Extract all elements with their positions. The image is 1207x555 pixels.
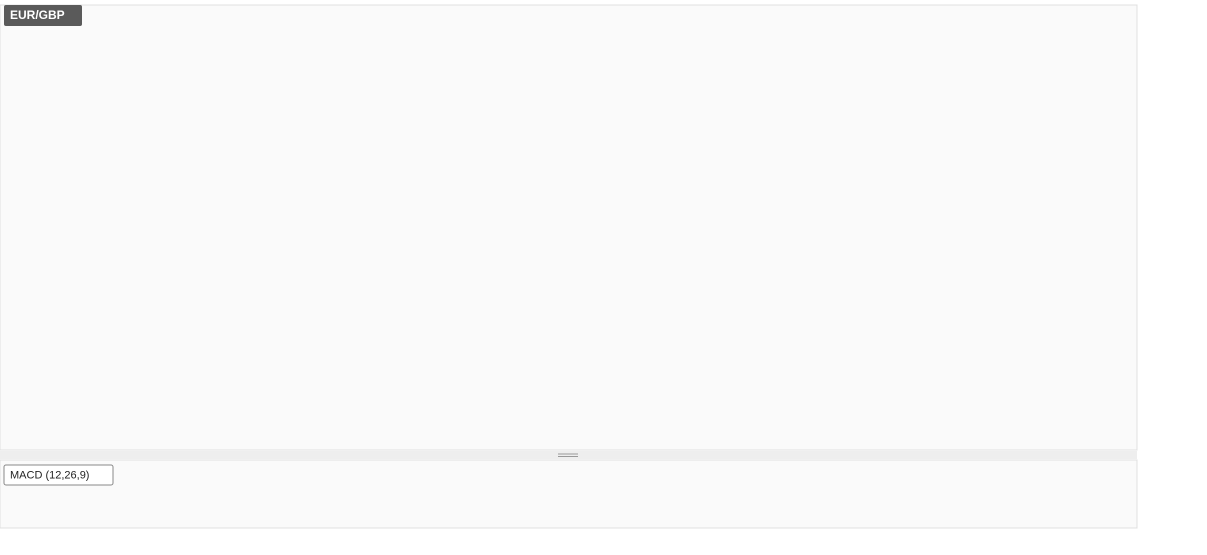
macd-badge: MACD (12,26,9) <box>3 464 114 486</box>
symbol-badge-bg <box>4 5 82 26</box>
separator-handle <box>558 453 578 457</box>
symbol-title: EUR/GBP <box>10 8 65 22</box>
macd-badge-bg <box>3 464 114 486</box>
macd-title: MACD (12,26,9) <box>10 469 89 481</box>
macd-panel <box>0 459 1138 529</box>
price-panel <box>0 4 1138 451</box>
panel-separator[interactable] <box>0 451 1137 459</box>
symbol-badge: EUR/GBP <box>4 5 82 26</box>
